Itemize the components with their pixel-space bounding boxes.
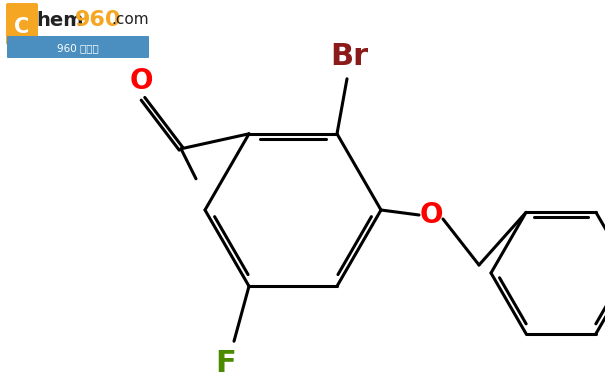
- Text: 960: 960: [75, 10, 121, 30]
- Text: C: C: [15, 17, 30, 37]
- FancyBboxPatch shape: [6, 3, 38, 45]
- Text: hem: hem: [36, 10, 83, 30]
- Text: 960 化工网: 960 化工网: [57, 43, 99, 53]
- Text: F: F: [215, 349, 237, 375]
- FancyBboxPatch shape: [7, 36, 149, 58]
- Text: O: O: [129, 67, 152, 95]
- Text: O: O: [419, 201, 443, 229]
- Text: Br: Br: [330, 42, 368, 71]
- Text: .com: .com: [111, 12, 149, 27]
